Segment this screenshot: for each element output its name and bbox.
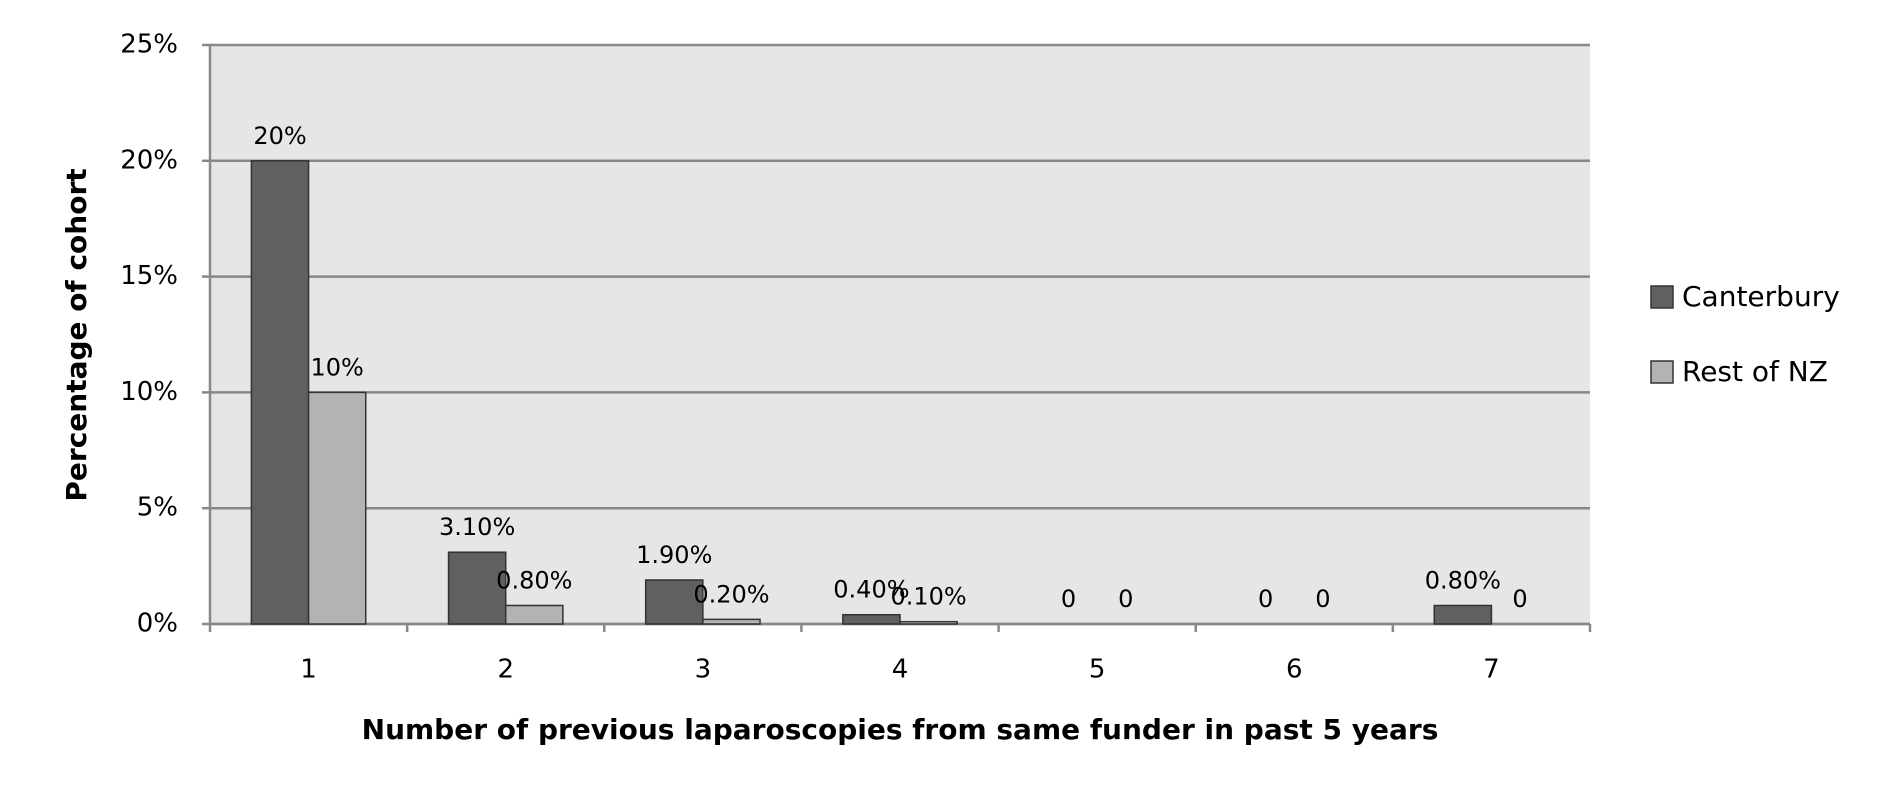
data-label: 0 xyxy=(1118,585,1133,613)
bar xyxy=(899,620,958,625)
x-tick-label: 6 xyxy=(1286,655,1303,685)
data-label: 0 xyxy=(1258,585,1273,613)
legend-label: Canterbury xyxy=(1682,280,1840,313)
y-tick-label: 20% xyxy=(120,145,178,175)
bar xyxy=(644,579,704,625)
x-tick-label: 3 xyxy=(695,655,712,685)
y-tick-label: 10% xyxy=(120,377,178,407)
x-tick-label: 2 xyxy=(497,655,514,685)
bar xyxy=(447,551,507,625)
data-label: 0 xyxy=(1512,585,1527,613)
y-tick-label: 0% xyxy=(137,609,178,639)
data-label: 0.20% xyxy=(693,580,769,608)
legend-swatch xyxy=(1650,360,1674,384)
data-label: 0.40% xyxy=(833,576,909,604)
data-label: 0.80% xyxy=(496,566,572,594)
data-label: 20% xyxy=(253,122,306,150)
x-tick-label: 4 xyxy=(892,655,909,685)
x-tick-label: 5 xyxy=(1089,655,1106,685)
bar xyxy=(842,613,901,625)
x-tick-label: 7 xyxy=(1483,655,1500,685)
data-label: 0 xyxy=(1315,585,1330,613)
data-label: 0.80% xyxy=(1425,566,1501,594)
legend-label: Rest of NZ xyxy=(1682,355,1828,388)
y-tick-label: 5% xyxy=(137,493,178,523)
x-axis-title: Number of previous laparoscopies from sa… xyxy=(362,713,1439,746)
data-label: 3.10% xyxy=(439,513,515,541)
x-tick-label: 1 xyxy=(300,655,317,685)
bar xyxy=(1433,604,1493,625)
legend-swatch xyxy=(1650,285,1674,309)
data-label: 10% xyxy=(310,353,363,381)
plot-area xyxy=(210,45,1590,624)
data-label: 0.10% xyxy=(890,583,966,611)
y-axis-title: Percentage of cohort xyxy=(60,168,93,501)
bar xyxy=(504,604,564,625)
bar xyxy=(250,160,310,625)
data-label: 1.90% xyxy=(636,541,712,569)
y-tick-label: 25% xyxy=(120,30,178,60)
y-tick-label: 15% xyxy=(120,261,178,291)
bar xyxy=(307,391,367,625)
bar xyxy=(702,618,761,625)
data-label: 0 xyxy=(1061,585,1076,613)
